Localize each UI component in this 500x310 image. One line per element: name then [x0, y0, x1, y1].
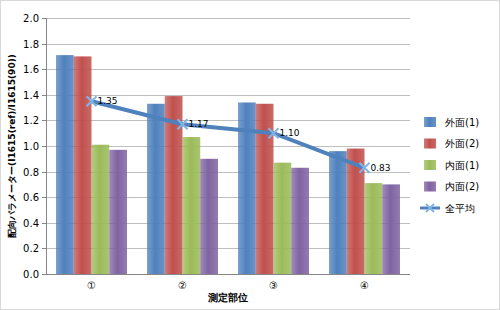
- grid-line: [46, 44, 410, 45]
- legend-swatch: [424, 117, 436, 127]
- marker: [360, 163, 370, 173]
- grid-line: [46, 69, 410, 70]
- category-label: ③: [269, 280, 278, 291]
- bar: [147, 104, 165, 274]
- legend-marker: [426, 204, 434, 212]
- legend: 外面(1) 外面(2) 内面(1) 内面(2) 全平均: [420, 117, 479, 214]
- legend-swatch: [424, 160, 436, 170]
- marker-x: [269, 128, 279, 138]
- tick-mark: [42, 120, 46, 121]
- bar: [74, 56, 92, 274]
- tick-mark: [42, 95, 46, 96]
- chart-svg: 0.0 0.2 0.4 0.6 0.8 1.0 1.2 1.4 1.6 1.8 2.0 ① ② ③ ④ 測定部…: [0, 0, 500, 310]
- tick-label: 1.0: [23, 141, 39, 152]
- legend-item: 内面(2): [424, 181, 479, 192]
- legend-item: 外面(1): [424, 117, 479, 128]
- bar: [329, 151, 347, 274]
- marker: [269, 128, 279, 138]
- legend-label: 内面(2): [445, 181, 479, 192]
- bar: [109, 150, 127, 274]
- tick-mark: [42, 146, 46, 147]
- y-axis-line: [46, 18, 47, 274]
- tick-label: 0.4: [23, 218, 39, 229]
- tick-mark: [42, 172, 46, 173]
- legend-label: 外面(2): [445, 138, 479, 149]
- line: [92, 101, 365, 168]
- bar: [382, 184, 400, 274]
- tick-label: 0.8: [23, 167, 39, 178]
- marker: [178, 119, 188, 129]
- tick-mark: [42, 248, 46, 249]
- tick-mark: [42, 197, 46, 198]
- bar: [56, 55, 74, 274]
- marker-x: [87, 96, 97, 106]
- tick-mark: [42, 69, 46, 70]
- chart-border: [1, 1, 500, 310]
- bar: [291, 168, 309, 274]
- chart-container: 0.0 0.2 0.4 0.6 0.8 1.0 1.2 1.4 1.6 1.8 2.0 ① ② ③ ④ 測定部…: [0, 0, 500, 310]
- bar: [92, 145, 110, 274]
- bar-series: [109, 150, 400, 274]
- data-label: 0.83: [371, 163, 391, 173]
- tick-label: 1.4: [23, 90, 39, 101]
- tick-mark: [42, 44, 46, 45]
- x-axis-line: [46, 274, 410, 275]
- legend-item: 外面(2): [424, 138, 479, 149]
- tick-label: 1.6: [23, 64, 39, 75]
- marker-x: [178, 119, 188, 129]
- tick-mark: [42, 18, 46, 19]
- bar: [183, 137, 201, 274]
- y-axis-title: 配向パラメーター(I1615(ref)/I1615(90)): [7, 54, 17, 238]
- category-label: ④: [360, 280, 369, 291]
- legend-label: 外面(1): [445, 117, 479, 128]
- grid-line: [46, 120, 410, 121]
- legend-item: 内面(1): [424, 160, 479, 171]
- grid-line: [46, 18, 410, 19]
- category-label: ①: [87, 280, 96, 291]
- bar-series: [56, 55, 347, 274]
- data-labels: 1.35 1.17 1.10 0.83: [98, 96, 391, 173]
- tick-mark: [42, 274, 46, 275]
- tick-mark: [42, 223, 46, 224]
- marker-x: [360, 163, 370, 173]
- tick-label: 0.6: [23, 192, 39, 203]
- line-series: [87, 96, 370, 173]
- tick-label: 2.0: [23, 13, 39, 24]
- bar: [200, 159, 218, 274]
- bar-series: [74, 56, 365, 274]
- data-label: 1.10: [280, 128, 300, 138]
- bar: [365, 183, 383, 274]
- grid-line: [46, 274, 410, 275]
- data-label: 1.35: [98, 96, 118, 106]
- x-axis-title: 測定部位: [207, 292, 248, 303]
- legend-swatch: [424, 182, 436, 192]
- plot-area: [56, 55, 400, 274]
- category-label: ②: [178, 280, 187, 291]
- legend-item: 全平均: [420, 203, 475, 214]
- legend-label: 内面(1): [445, 160, 479, 171]
- tick-label: 0.2: [23, 243, 39, 254]
- tick-label: 1.8: [23, 39, 39, 50]
- data-label: 1.17: [189, 119, 209, 129]
- y-axis: 0.0 0.2 0.4 0.6 0.8 1.0 1.2 1.4 1.6 1.8 2.0: [23, 13, 410, 280]
- tick-label: 1.2: [23, 115, 39, 126]
- legend-swatch: [424, 139, 436, 149]
- bar: [274, 163, 292, 274]
- tick-label: 0.0: [23, 269, 39, 280]
- marker: [87, 96, 97, 106]
- legend-label: 全平均: [445, 203, 475, 214]
